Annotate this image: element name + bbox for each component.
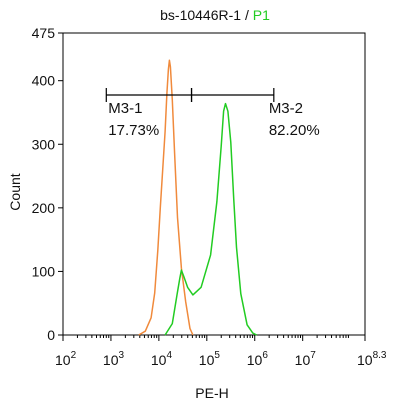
y-tick-label: 400	[32, 73, 56, 89]
x-tick-label: 106	[247, 350, 269, 368]
y-tick-label: 200	[32, 200, 56, 216]
title-gate-name: P1	[253, 7, 270, 23]
plot-frame	[62, 32, 366, 336]
x-axis-label: PE-H	[195, 385, 228, 401]
marker-percent: 82.20%	[269, 122, 320, 139]
histogram-line-2	[164, 102, 258, 336]
histogram-line-1	[138, 59, 194, 336]
y-tick-label: 475	[32, 25, 56, 41]
x-tick-label: 104	[151, 350, 173, 368]
title-sample-name: bs-10446R-1	[160, 7, 241, 23]
y-tick-label: 0	[47, 327, 55, 343]
y-axis-label: Count	[7, 173, 23, 210]
y-axis: 0 100 200 300 400 475	[32, 25, 63, 343]
x-tick-label: 103	[103, 350, 125, 368]
x-tick-label: 105	[199, 350, 221, 368]
x-tick-label: 107	[295, 350, 317, 368]
x-axis: 102 103 104 105 106 107 108.3	[55, 335, 387, 368]
marker-percent: 17.73%	[108, 122, 159, 139]
marker-name: M3-1	[108, 100, 142, 117]
y-tick-label: 100	[32, 263, 56, 279]
y-tick-label: 300	[32, 136, 56, 152]
marker-name: M3-2	[269, 100, 303, 117]
x-tick-label: 102	[55, 350, 77, 368]
x-tick-label: 108.3	[357, 350, 387, 368]
title-separator: /	[241, 7, 253, 23]
marker-gates: M3-1 17.73% M3-2 82.20%	[105, 88, 320, 139]
chart-title: bs-10446R-1 / P1	[160, 7, 270, 23]
histogram-series	[138, 59, 258, 336]
